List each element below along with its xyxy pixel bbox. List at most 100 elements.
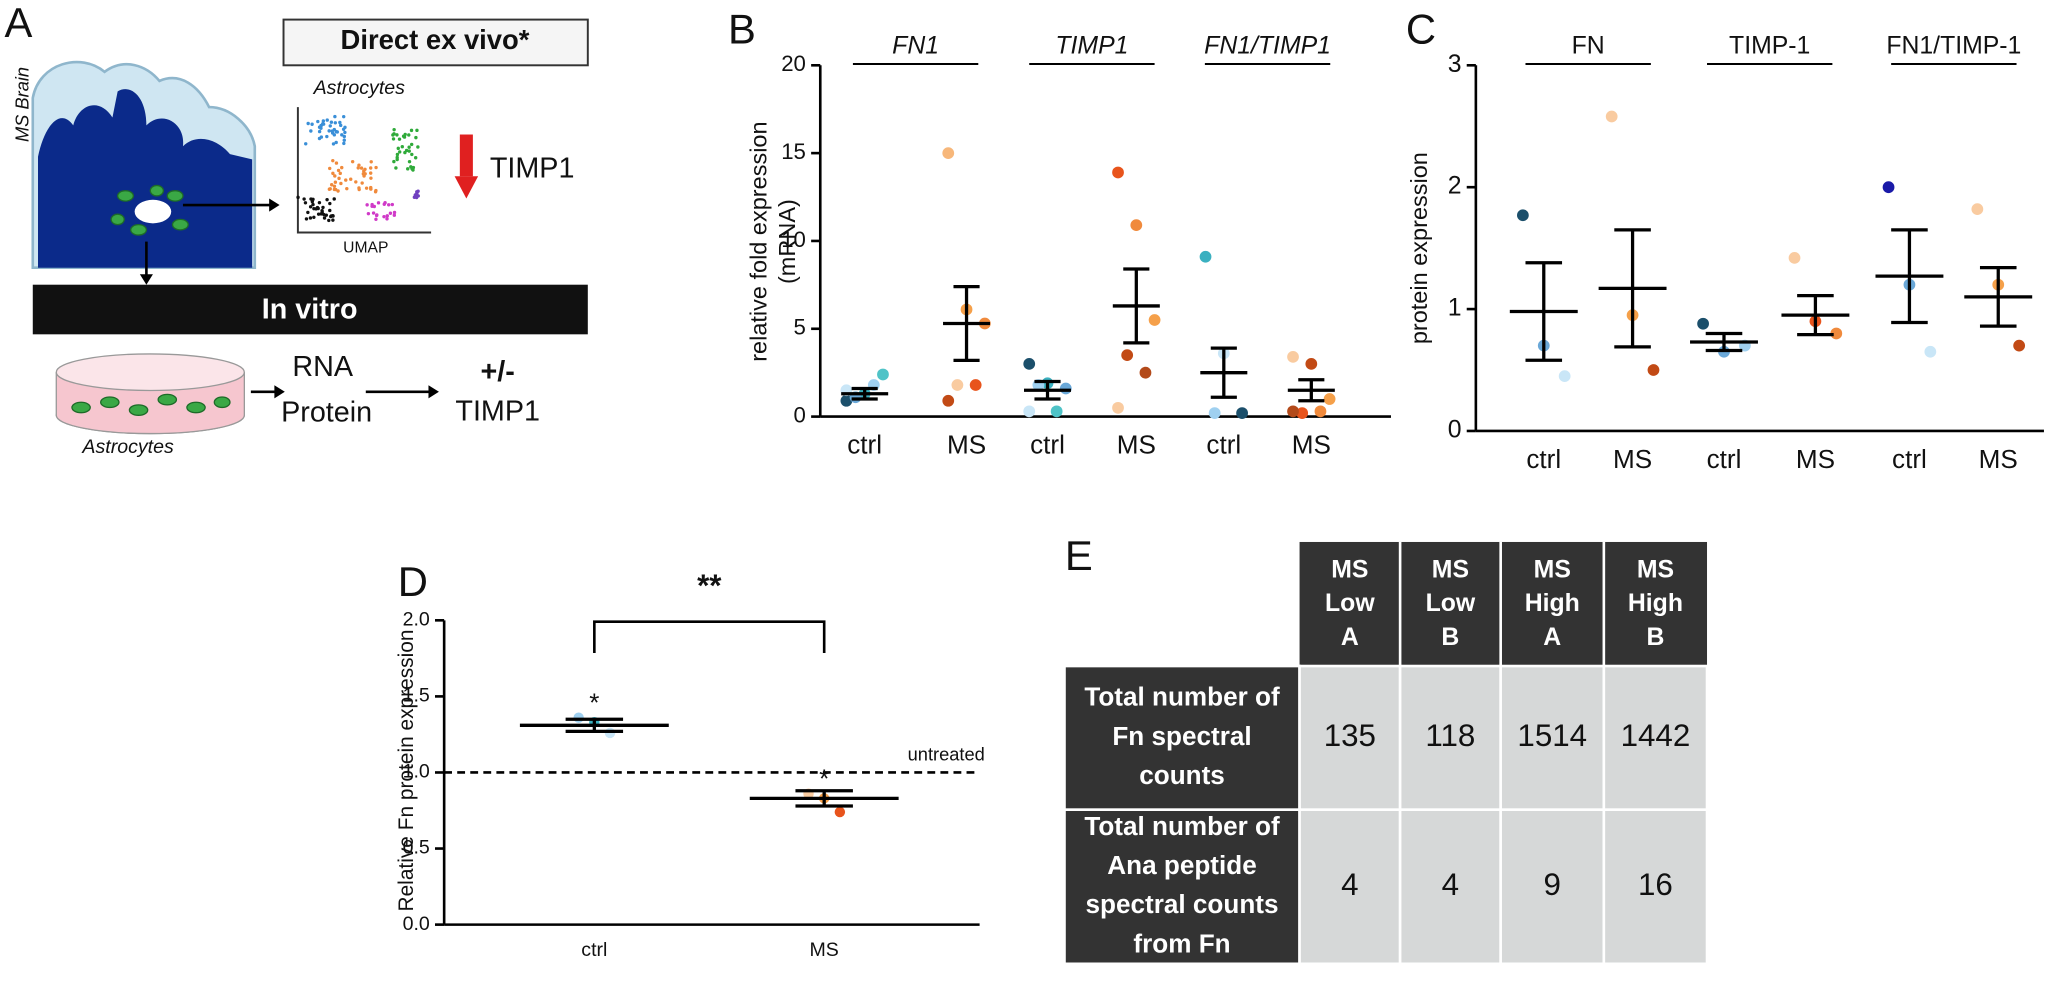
cell-value: 4	[1341, 867, 1358, 902]
table-cell	[1499, 664, 1606, 812]
umap-dot	[407, 159, 412, 164]
data-point	[1323, 393, 1336, 405]
umap-dot	[342, 134, 346, 139]
data-point	[1924, 345, 1937, 358]
umap-dot	[328, 124, 332, 128]
y-tick-label: 1.0	[403, 761, 430, 783]
umap-dot	[349, 177, 353, 181]
umap-dot	[342, 141, 346, 146]
umap-dot	[392, 210, 397, 215]
umap-dot	[385, 217, 389, 221]
umap-dot	[329, 183, 334, 187]
table-cell	[1298, 664, 1402, 812]
x-tick-label: ctrl	[1030, 430, 1065, 460]
umap-dot	[382, 214, 386, 219]
umap-dot	[388, 211, 393, 215]
umap-dot	[309, 129, 313, 133]
x-tick-label: ctrl	[1892, 444, 1927, 474]
umap-dot	[357, 163, 361, 167]
table-cell	[1602, 808, 1709, 966]
umap-dot	[321, 119, 326, 123]
y-axis-label: Relative Fn protein expression	[395, 630, 418, 912]
table-header-bg	[1299, 541, 1708, 667]
data-point	[1830, 327, 1843, 340]
arrowhead	[274, 385, 285, 399]
umap-dot	[415, 193, 419, 197]
umap-dot	[340, 133, 344, 137]
umap-dot	[338, 120, 342, 125]
cell-value: 135	[1324, 718, 1376, 753]
umap-dot	[350, 159, 355, 164]
umap-dot	[335, 130, 339, 134]
column-header: High	[1628, 590, 1683, 617]
x-tick-label: MS	[1292, 430, 1331, 460]
umap-dot	[325, 197, 329, 202]
umap-dot	[382, 202, 386, 206]
umap-dot	[343, 125, 347, 130]
umap-dot	[344, 178, 348, 182]
title-box	[282, 18, 589, 67]
row-header-bg	[1063, 664, 1301, 812]
data-point	[1287, 351, 1299, 363]
umap-dot	[343, 130, 347, 135]
umap-dot	[369, 166, 373, 170]
readout: RNA	[292, 351, 353, 383]
umap-dot	[310, 199, 315, 204]
row-header: spectral counts	[1086, 889, 1279, 919]
umap-dot	[357, 186, 361, 190]
data-point	[1605, 110, 1618, 123]
row-header: Total number of	[1084, 811, 1280, 841]
cell-value: 1514	[1517, 718, 1587, 753]
umap-dot	[392, 132, 396, 136]
umap-dot	[327, 218, 331, 223]
data-point	[1647, 364, 1660, 376]
umap-dot	[302, 197, 306, 201]
arrowhead	[269, 198, 280, 212]
group-title: FN	[1572, 33, 1605, 60]
data-point	[1199, 250, 1212, 263]
treatment: TIMP1	[455, 395, 540, 427]
umap-dot	[332, 187, 337, 192]
umap-dot	[410, 152, 414, 157]
umap-dot	[415, 128, 419, 133]
row-header: counts	[1139, 760, 1225, 790]
umap-dot	[317, 125, 322, 129]
group-title: TIMP-1	[1729, 33, 1810, 60]
data-point	[1788, 252, 1801, 264]
x-tick-label: MS	[947, 430, 986, 460]
umap-dot	[328, 201, 332, 206]
umap-dot	[371, 211, 376, 215]
arrowhead	[139, 274, 153, 285]
y-tick-label: 5	[794, 315, 806, 340]
y-tick-label: 1	[1448, 295, 1462, 322]
umap-dot	[322, 212, 326, 217]
table-cell	[1602, 664, 1709, 812]
umap-dot	[325, 134, 329, 139]
brain-inner	[38, 89, 253, 268]
umap-dot	[409, 165, 413, 169]
column-header: Low	[1426, 590, 1476, 617]
umap-dot	[374, 165, 378, 170]
umap-dot	[342, 114, 346, 119]
umap-dot	[304, 217, 309, 221]
panel-label: C	[1406, 6, 1436, 53]
y-axis-label: relative fold expression	[745, 121, 771, 361]
treatment: +/-	[481, 356, 515, 388]
data-point	[1130, 219, 1143, 232]
umap-dot	[369, 185, 373, 190]
umap-dot	[374, 213, 379, 218]
umap-dot	[331, 171, 335, 176]
umap-dot	[372, 204, 377, 209]
umap-dot	[338, 171, 342, 176]
data-point	[942, 147, 955, 160]
umap-dot	[308, 216, 313, 220]
y-tick-label: 0	[1448, 417, 1462, 444]
cell-value: 4	[1442, 867, 1459, 902]
umap-dot	[333, 121, 338, 125]
data-point	[1314, 405, 1327, 418]
umap-dot	[329, 120, 334, 124]
umap-dot	[328, 187, 332, 191]
column-header: B	[1441, 624, 1459, 651]
data-point	[1287, 405, 1299, 418]
